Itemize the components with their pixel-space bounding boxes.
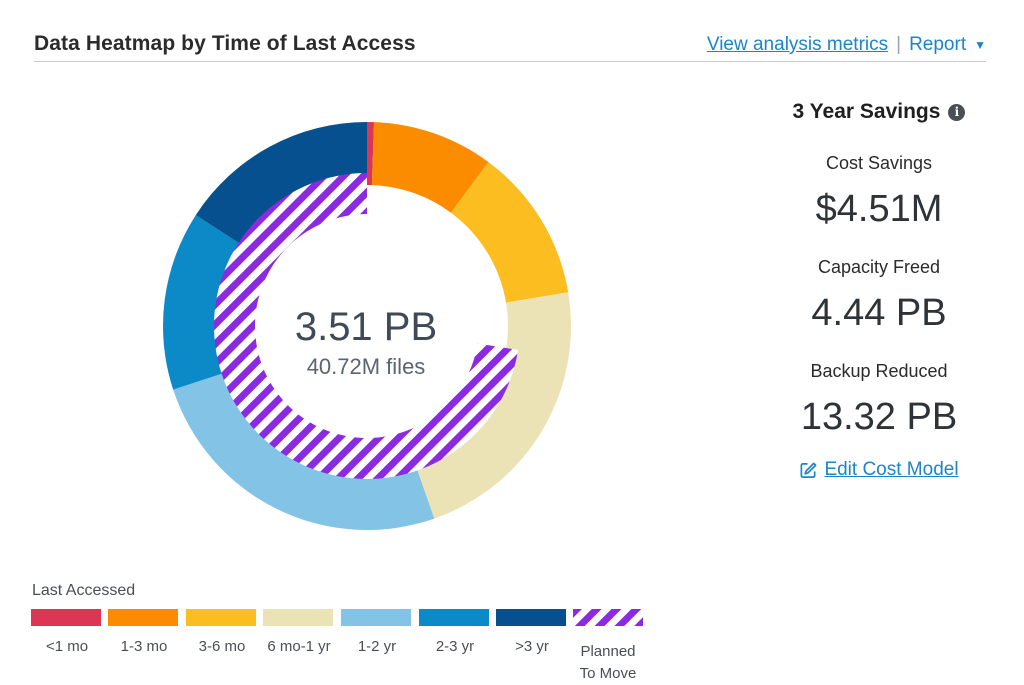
legend-label: <1 mo bbox=[45, 638, 89, 655]
capacity-freed-label: Capacity Freed bbox=[817, 257, 941, 277]
savings-title-row: 3 Year Savings i bbox=[760, 100, 998, 124]
cost-savings-value: $4.51M bbox=[815, 188, 943, 230]
donut-segment-2[interactable] bbox=[450, 162, 569, 303]
chart-header: Data Heatmap by Time of Last Access View… bbox=[34, 30, 986, 62]
report-dropdown-button[interactable]: Report ▼ bbox=[909, 34, 986, 56]
edit-icon bbox=[800, 462, 817, 478]
legend-label-planned: Planned To Move bbox=[572, 641, 644, 685]
legend-swatch bbox=[186, 609, 256, 626]
legend-swatch bbox=[263, 609, 333, 626]
legend-swatch bbox=[419, 609, 489, 626]
backup-reduced-label: Backup Reduced bbox=[810, 361, 948, 381]
edit-cost-model-link[interactable]: Edit Cost Model bbox=[799, 459, 959, 481]
donut-segment-1[interactable] bbox=[371, 122, 489, 213]
savings-title: 3 Year Savings bbox=[792, 100, 941, 123]
donut-segment-0[interactable] bbox=[367, 122, 375, 186]
legend-item-1-2yr[interactable]: 1-2 yr bbox=[341, 609, 413, 658]
legend-item-2-3yr[interactable]: 2-3 yr bbox=[419, 609, 491, 658]
legend-label-planned-line2: To Move bbox=[579, 665, 637, 682]
capacity-freed-value: 4.44 PB bbox=[811, 292, 947, 334]
center-total-capacity: 3.51 PB bbox=[294, 305, 438, 349]
header-separator: | bbox=[896, 34, 902, 55]
legend-item-3-6mo[interactable]: 3-6 mo bbox=[186, 609, 258, 658]
backup-reduced-value: 13.32 PB bbox=[800, 396, 958, 438]
legend-label: 2-3 yr bbox=[435, 638, 475, 655]
report-label: Report bbox=[909, 34, 967, 55]
savings-panel: 3 Year Savings i Cost Savings $4.51M Cap… bbox=[760, 98, 998, 485]
legend-item-lt1mo[interactable]: <1 mo bbox=[31, 609, 103, 658]
legend-swatch-striped bbox=[573, 609, 643, 626]
donut-segment-4[interactable] bbox=[173, 369, 435, 530]
legend-swatch bbox=[31, 609, 101, 626]
legend-label: 6 mo-1 yr bbox=[267, 638, 331, 655]
donut-chart bbox=[163, 122, 572, 530]
legend-swatch bbox=[341, 609, 411, 626]
legend-item-gt3yr[interactable]: >3 yr bbox=[496, 609, 568, 658]
donut-segment-6[interactable] bbox=[195, 122, 367, 250]
legend-label: 3-6 mo bbox=[198, 638, 246, 655]
edit-cost-model-label: Edit Cost Model bbox=[824, 459, 959, 480]
legend-swatch bbox=[108, 609, 178, 626]
legend-swatch bbox=[496, 609, 566, 626]
legend-item-1-3mo[interactable]: 1-3 mo bbox=[108, 609, 180, 658]
legend-label: 1-3 mo bbox=[120, 638, 168, 655]
info-icon[interactable]: i bbox=[948, 103, 966, 121]
legend-item-6mo-1yr[interactable]: 6 mo-1 yr bbox=[263, 609, 335, 658]
caret-down-icon: ▼ bbox=[974, 38, 986, 52]
center-file-count: 40.72M files bbox=[306, 354, 426, 379]
view-analysis-metrics-link[interactable]: View analysis metrics bbox=[706, 34, 889, 55]
legend-title: Last Accessed bbox=[32, 582, 136, 599]
cost-savings-label: Cost Savings bbox=[825, 153, 933, 173]
chart-title: Data Heatmap by Time of Last Access bbox=[34, 32, 416, 55]
legend-label: >3 yr bbox=[515, 638, 549, 655]
legend-label: 1-2 yr bbox=[357, 638, 397, 655]
header-actions: View analysis metrics | Report ▼ bbox=[707, 34, 986, 56]
legend-item-planned-to-move[interactable]: Planned To Move bbox=[572, 609, 644, 685]
legend-label-planned-line1: Planned bbox=[580, 643, 636, 660]
